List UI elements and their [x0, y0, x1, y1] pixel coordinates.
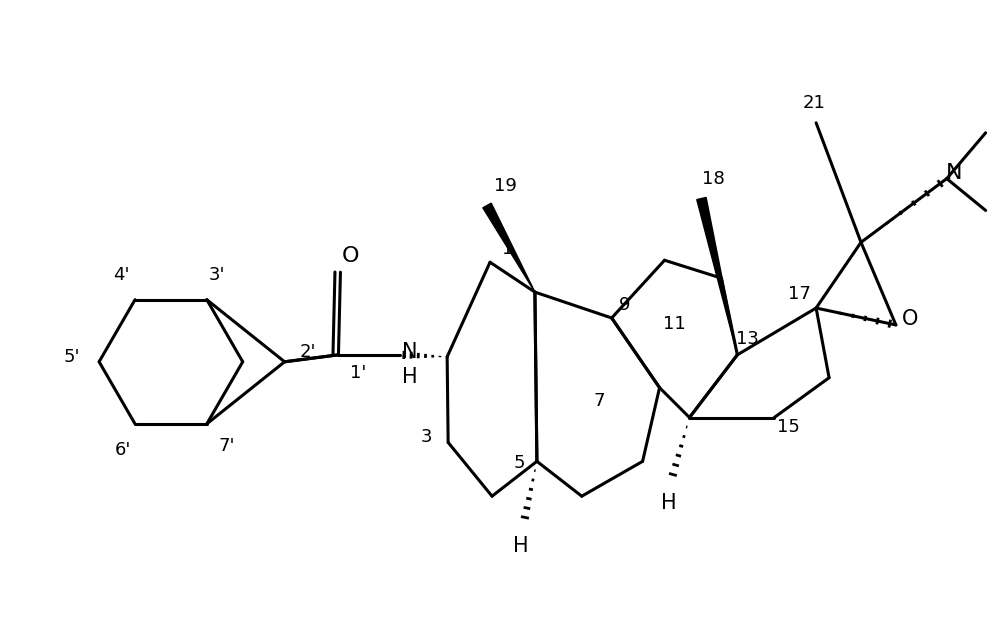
Text: 1: 1	[502, 240, 514, 258]
Text: 21: 21	[803, 94, 826, 112]
Text: 7: 7	[594, 392, 605, 410]
Text: 17: 17	[788, 285, 811, 303]
Text: H: H	[513, 536, 529, 556]
Text: 19: 19	[494, 177, 516, 194]
Text: 7': 7'	[219, 437, 235, 455]
Text: N: N	[402, 342, 418, 362]
Text: 13: 13	[736, 330, 759, 348]
Text: 4': 4'	[113, 266, 129, 284]
Text: 11: 11	[663, 315, 686, 333]
Polygon shape	[697, 198, 737, 355]
Text: O: O	[342, 246, 359, 266]
Text: 6': 6'	[115, 441, 131, 459]
Text: 3': 3'	[209, 266, 225, 284]
Polygon shape	[483, 203, 535, 292]
Text: 1': 1'	[350, 364, 367, 382]
Text: 2': 2'	[299, 343, 316, 361]
Text: 15: 15	[777, 418, 800, 436]
Text: 9: 9	[619, 296, 630, 314]
Text: 3: 3	[420, 428, 432, 446]
Text: O: O	[902, 309, 918, 329]
Text: H: H	[661, 493, 676, 513]
Text: H: H	[402, 367, 418, 387]
Text: 5: 5	[513, 455, 525, 472]
Text: 18: 18	[702, 169, 725, 187]
Text: N: N	[945, 162, 962, 182]
Text: 5': 5'	[64, 348, 80, 366]
